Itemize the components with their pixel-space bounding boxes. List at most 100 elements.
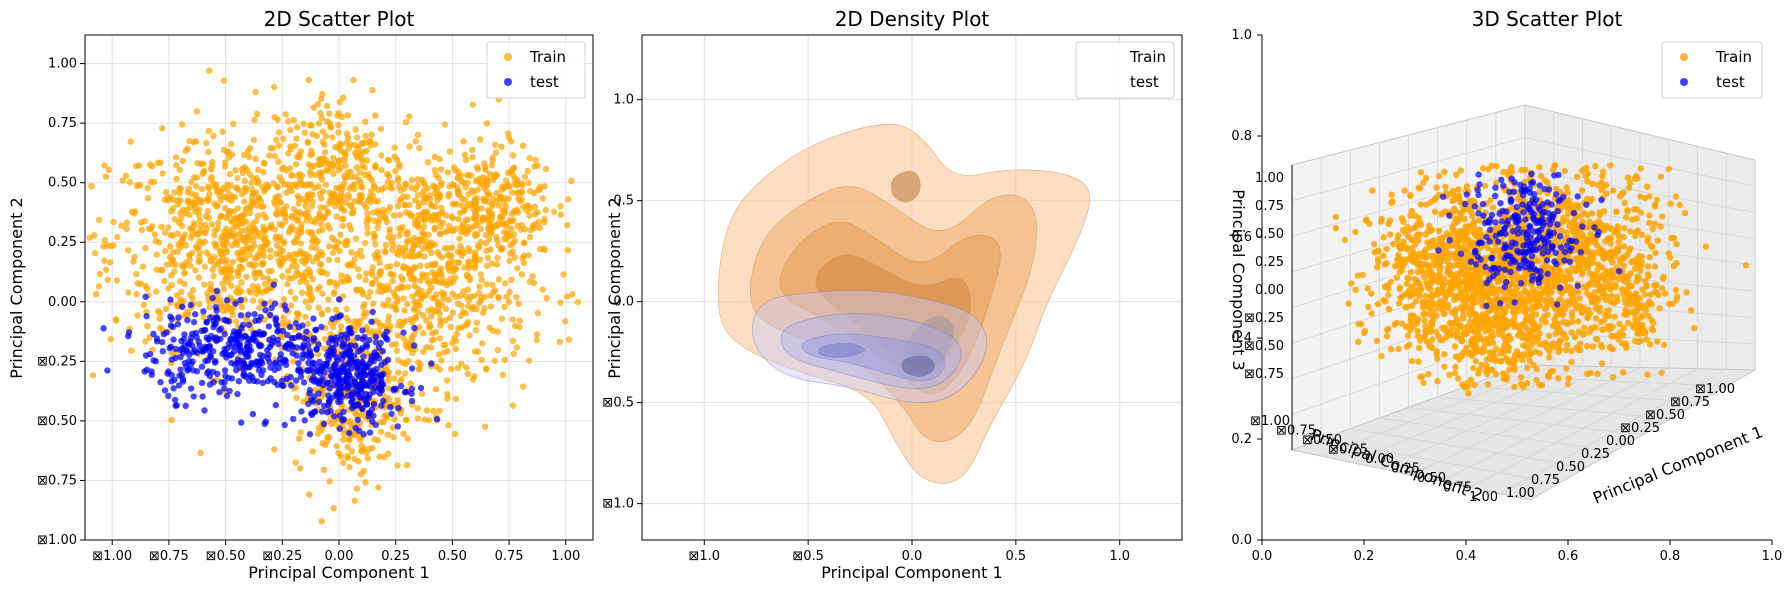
train-point [506,232,514,240]
train-point [274,116,281,123]
train-point [119,177,126,184]
train-point [527,227,534,234]
test-point [255,366,263,374]
train-point [451,430,459,438]
train-point-3d [1457,167,1465,174]
train-point [228,274,235,281]
train-point [315,156,323,163]
train-point-3d [1431,208,1439,215]
train-point [329,134,336,141]
test-point [279,327,287,335]
test-point [214,370,221,377]
train-point [427,239,435,246]
train-point [107,259,114,266]
legend-train-label: Train [529,48,566,66]
train-point [133,182,140,190]
train-point [318,269,325,276]
train-point-3d [1480,165,1487,172]
train-point-3d [1332,213,1340,221]
train-point [396,232,403,239]
train-point-3d [1575,318,1582,325]
train-point [358,253,365,260]
test-point [352,342,359,350]
train-point [316,190,324,197]
train-point-3d [1508,163,1515,171]
train-point [407,380,414,387]
train-point [207,176,214,183]
train-point [173,162,180,169]
train-point [354,320,361,327]
train-point [208,256,215,263]
train-point-3d [1395,345,1402,352]
train-point [370,182,378,189]
test-point [417,384,425,392]
scatter-3d-title: 3D Scatter Plot [1472,7,1623,31]
train-point [507,250,514,257]
train-point-3d [1341,236,1349,244]
test-point [170,385,177,392]
train-point-3d [1524,364,1531,372]
train-point [306,168,314,175]
train-point [391,153,398,160]
scatter-2d-title: 2D Scatter Plot [264,7,415,31]
train-point [431,224,438,231]
train-point [96,270,104,278]
train-point [531,220,539,228]
x-tick-label: ⊠0.25 [262,549,302,564]
train-point [393,260,400,268]
train-point-3d [1358,321,1365,328]
train-point-3d [1468,282,1476,290]
train-point [342,199,350,206]
train-point [445,245,452,252]
train-point-3d [1742,262,1750,269]
test-point [330,413,338,420]
train-point [350,262,357,269]
train-point [118,222,125,229]
train-point [203,140,210,147]
train-point [325,256,333,264]
train-point [477,136,484,143]
x-tick-label: ⊠1.00 [92,549,132,564]
train-point [246,251,253,258]
train-point [171,189,178,196]
y-tick-label: ⊠1.0 [602,497,634,512]
train-point [167,194,174,201]
train-point-3d [1544,311,1551,318]
train-point [157,324,164,332]
train-point-3d [1390,240,1397,248]
train-point [395,203,402,210]
train-point [187,234,195,241]
train-point [330,191,338,198]
train-point [368,187,375,194]
train-point-3d [1670,262,1677,270]
train-point [403,416,410,423]
train-point [492,141,499,148]
test-point [366,336,373,344]
train-point [282,218,289,225]
frame-y-tick-label: 0.8 [1231,129,1252,144]
test-point [335,296,343,303]
train-point [428,284,435,291]
test-point [336,425,343,432]
test-point [377,339,384,347]
train-point [442,341,449,348]
train-point [358,155,365,162]
train-point-3d [1578,271,1586,278]
train-point [253,175,260,182]
train-point [323,270,331,278]
train-point-3d [1624,208,1631,215]
train-point [245,287,253,295]
train-point [444,263,452,271]
test-point [142,352,150,359]
train-point [526,154,533,162]
test-point [318,323,325,331]
train-point [267,144,274,152]
train-point [505,134,513,141]
train-point [556,338,563,345]
train-point [210,272,217,280]
train-point [486,170,494,177]
train-point [418,287,425,294]
train-point [316,169,324,176]
train-point [367,288,374,296]
train-point [447,323,454,331]
